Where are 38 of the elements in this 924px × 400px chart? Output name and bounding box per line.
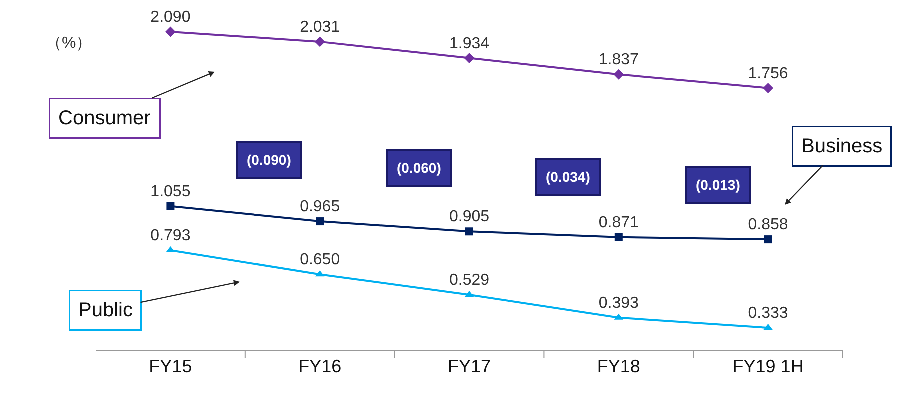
point [316,218,324,226]
data-label: 1.756 [748,65,788,82]
text: Public [78,300,133,322]
text: Business [802,136,883,158]
point [314,36,326,48]
data-label: 0.650 [300,252,340,269]
x-tick-label: FY18 [597,356,640,377]
text: Consumer [58,108,152,130]
point [464,53,475,64]
data-label: 0.793 [150,228,191,244]
point [466,228,474,236]
point [614,69,624,80]
x-tick-label: FY15 [149,356,192,377]
data-label: 1.934 [449,35,490,52]
point [166,26,176,38]
data-label: 0.333 [748,305,788,322]
data-label: 0.905 [449,208,490,226]
data-label: 1.055 [150,183,191,200]
data-label: 1.837 [598,52,640,69]
x-tick-label: FY16 [298,356,342,377]
x-tick-label: FY17 [448,356,492,377]
y-axis-title: （%） [46,35,92,52]
x-tick-label: FY19 1H [732,356,804,377]
data-label: 0.858 [748,216,788,234]
data-label: 2.090 [150,9,191,26]
data-label: 0.393 [598,294,640,312]
data-label: 2.031 [300,18,340,36]
point [763,83,774,94]
data-label: 0.529 [449,272,490,289]
point [614,233,623,242]
annotation: (0.013) [696,177,740,193]
annotation: (0.090) [247,152,292,168]
annotation: (0.034) [546,169,590,185]
point [764,236,772,244]
data-label: 0.871 [598,214,640,232]
data-label: 0.965 [300,198,340,216]
point [166,202,175,210]
annotation: (0.060) [397,160,442,176]
